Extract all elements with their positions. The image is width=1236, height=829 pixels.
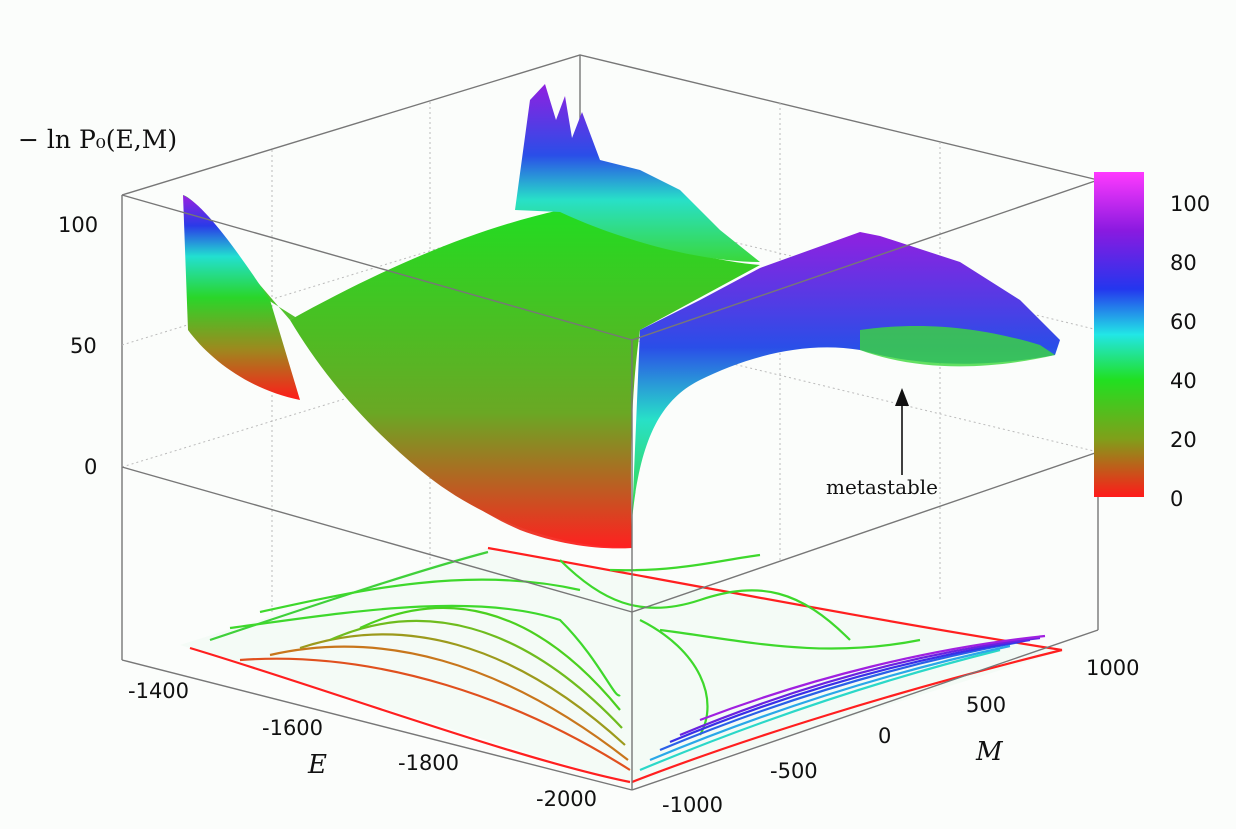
- colorbar-tick-100: 100: [1170, 192, 1210, 216]
- colorbar-tick-80: 80: [1170, 251, 1197, 275]
- y-tick-neg1000: -1000: [662, 793, 723, 817]
- y-axis-label: M: [975, 737, 1004, 767]
- z-tick-0: 0: [84, 455, 97, 479]
- x-tick-2000: -2000: [536, 787, 597, 811]
- box-front-edges: [121, 179, 1099, 791]
- x-axis-label: E: [307, 750, 327, 780]
- colorbar: 100 80 60 40 20 0: [1094, 172, 1210, 511]
- y-tick-500: 500: [966, 693, 1006, 717]
- x-tick-1400: -1400: [128, 679, 189, 703]
- y-tick-1000: 1000: [1086, 656, 1139, 680]
- colorbar-tick-40: 40: [1170, 369, 1197, 393]
- annotation-text: metastable: [826, 475, 938, 499]
- y-tick-0: 0: [878, 724, 891, 748]
- colorbar-tick-20: 20: [1170, 428, 1197, 452]
- metastable-annotation: metastable: [826, 388, 938, 499]
- contour-projection: [180, 546, 1065, 785]
- x-tick-1800: -1800: [398, 751, 459, 775]
- z-tick-100: 100: [58, 213, 98, 237]
- y-tick-neg500: -500: [770, 759, 818, 783]
- colorbar-tick-0: 0: [1170, 487, 1183, 511]
- z-axis-label: − ln P₀(E,M): [18, 125, 177, 154]
- x-tick-1600: -1600: [262, 716, 323, 740]
- z-tick-50: 50: [70, 334, 97, 358]
- colorbar-tick-60: 60: [1170, 310, 1197, 334]
